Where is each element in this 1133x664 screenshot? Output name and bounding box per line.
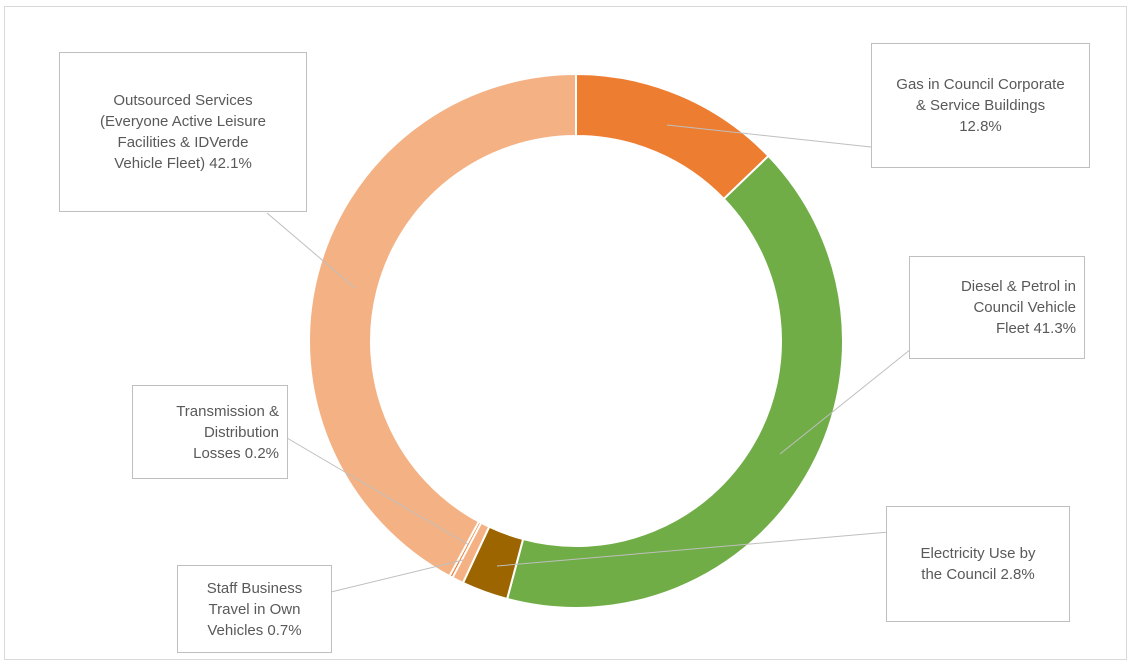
callout-staff-travel-line-1: Staff Business bbox=[206, 579, 303, 597]
leader-line-outsourced bbox=[266, 212, 356, 289]
callout-staff-travel-line-2: Travel in Own bbox=[208, 600, 301, 618]
callout-staff-travel: Staff Business Travel in Own Vehicles 0.… bbox=[177, 565, 332, 653]
callout-electricity-line-1: Electricity Use by bbox=[920, 545, 1036, 562]
slice-diesel bbox=[505, 154, 845, 609]
callout-outsourced-line-2: (Everyone Active Leisure bbox=[100, 113, 266, 130]
callout-diesel-line-1: Diesel & Petrol in bbox=[960, 278, 1076, 295]
callout-outsourced-line-4: Vehicle Fleet) 42.1% bbox=[114, 155, 252, 172]
callout-outsourced: Outsourced Services (Everyone Active Lei… bbox=[59, 52, 307, 212]
callout-outsourced-line-1: Outsourced Services bbox=[113, 92, 253, 109]
donut-chart bbox=[266, 72, 912, 609]
leader-line-staff-travel bbox=[330, 559, 464, 593]
leader-line-diesel bbox=[779, 348, 912, 455]
slice-gas bbox=[575, 72, 770, 201]
leader-line-transmission bbox=[286, 437, 470, 546]
callout-transmission: Transmission & Distribution Losses 0.2% bbox=[132, 385, 288, 479]
slice-outsourced bbox=[308, 72, 577, 578]
leader-line-electricity bbox=[496, 531, 890, 567]
callout-electricity: Electricity Use by the Council 2.8% bbox=[886, 506, 1070, 622]
callout-diesel-line-3: Fleet 41.3% bbox=[995, 320, 1076, 337]
callout-gas-line-2: & Service Buildings bbox=[915, 97, 1046, 114]
callout-electricity-line-2: the Council 2.8% bbox=[921, 566, 1035, 583]
chart-frame: Gas in Council Corporate & Service Build… bbox=[4, 6, 1127, 660]
callout-gas-line-3: 12.8% bbox=[959, 118, 1002, 135]
callout-transmission-line-1: Transmission & bbox=[176, 402, 279, 420]
callout-diesel-line-2: Council Vehicle bbox=[973, 299, 1076, 316]
leader-line-gas bbox=[666, 124, 872, 148]
callout-outsourced-line-3: Facilities & IDVerde bbox=[117, 134, 249, 151]
callout-gas: Gas in Council Corporate & Service Build… bbox=[871, 43, 1090, 168]
callout-transmission-line-3: Losses 0.2% bbox=[193, 444, 279, 462]
callout-diesel: Diesel & Petrol in Council Vehicle Fleet… bbox=[909, 256, 1085, 359]
callout-gas-line-1: Gas in Council Corporate bbox=[896, 76, 1065, 93]
callout-transmission-line-2: Distribution bbox=[203, 423, 279, 441]
callout-staff-travel-line-3: Vehicles 0.7% bbox=[207, 621, 302, 639]
